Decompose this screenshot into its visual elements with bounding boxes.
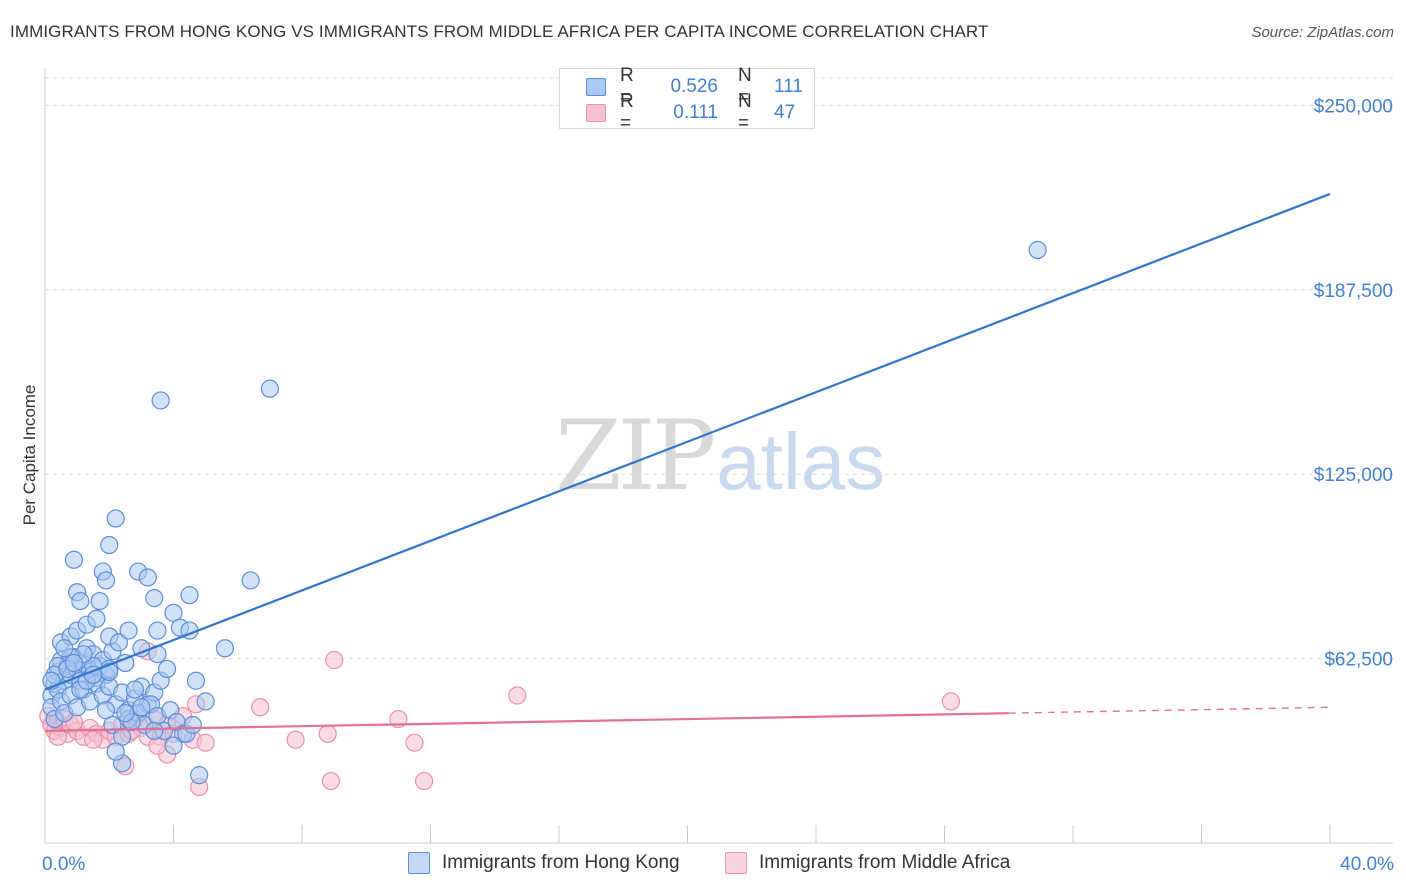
legend-r-value: 0.111 bbox=[673, 102, 718, 123]
hong-kong-point bbox=[186, 671, 206, 690]
middle-africa-point bbox=[196, 733, 215, 752]
hong-kong-point bbox=[164, 736, 183, 755]
hong-kong-point bbox=[148, 621, 167, 640]
legend-r-label: R = bbox=[620, 65, 634, 108]
hong-kong-point bbox=[190, 766, 209, 785]
y-axis-label: Per Capita Income bbox=[20, 384, 39, 526]
series-legend-middle-africa[interactable]: Immigrants from Middle Africa bbox=[725, 852, 1010, 874]
hong-kong-point bbox=[64, 653, 84, 673]
hong-kong-point bbox=[1028, 240, 1047, 260]
middle-africa-point bbox=[48, 727, 67, 746]
series-legend: Immigrants from Hong Kong Immigrants fro… bbox=[0, 852, 1406, 878]
hong-kong-point bbox=[87, 609, 106, 628]
middle-africa-point bbox=[251, 698, 270, 717]
hong-kong-point bbox=[180, 586, 199, 605]
legend-row-hong-kong: R = 0.526 N = 111 bbox=[586, 65, 803, 108]
middle-africa-point bbox=[84, 730, 103, 749]
hong-kong-point bbox=[151, 391, 170, 410]
series-swatch-blue bbox=[408, 852, 430, 874]
legend-n-value: 111 bbox=[774, 76, 803, 97]
hong-kong-point bbox=[71, 591, 90, 611]
hong-kong-point bbox=[145, 721, 164, 740]
middle-africa-point bbox=[325, 650, 344, 670]
series-legend-label: Immigrants from Hong Kong bbox=[442, 852, 680, 873]
hong-kong-point bbox=[100, 535, 119, 555]
middle-africa-point bbox=[414, 771, 434, 791]
hong-kong-point bbox=[125, 680, 145, 699]
middle-africa-point bbox=[318, 724, 337, 743]
middle-africa-point bbox=[405, 733, 424, 752]
middle-africa-trend-line-extension bbox=[1008, 706, 1331, 714]
middle-africa-point bbox=[321, 771, 341, 791]
watermark: ZIPatlas bbox=[555, 400, 885, 512]
legend-n-value: 47 bbox=[774, 102, 796, 123]
hong-kong-point bbox=[119, 621, 138, 640]
legend-n-label: N = bbox=[738, 65, 752, 108]
hong-kong-point bbox=[116, 704, 135, 723]
source-credit: Source: ZipAtlas.com bbox=[1251, 24, 1394, 41]
hong-kong-point bbox=[55, 639, 74, 658]
legend-r-label: R = bbox=[620, 91, 634, 134]
legend-swatch-pink bbox=[586, 104, 606, 122]
series-swatch-pink bbox=[725, 852, 747, 874]
hong-kong-point bbox=[260, 379, 279, 398]
y-tick-label: $125,000 bbox=[1314, 465, 1393, 486]
hong-kong-point bbox=[241, 571, 260, 590]
hong-kong-point bbox=[138, 568, 157, 587]
hong-kong-point bbox=[90, 591, 109, 611]
middle-africa-trend-line bbox=[44, 712, 1009, 732]
watermark-zip: ZIP bbox=[555, 400, 716, 512]
hong-kong-point bbox=[196, 692, 215, 711]
hong-kong-point bbox=[96, 571, 116, 590]
x-tick-label: 0.0% bbox=[42, 854, 85, 875]
hong-kong-point bbox=[109, 633, 128, 652]
hong-kong-point bbox=[106, 742, 125, 761]
correlation-legend: R = 0.526 N = 111 R = 0.111 N = 47 bbox=[559, 65, 815, 134]
hong-kong-point bbox=[106, 509, 125, 528]
series-legend-label: Immigrants from Middle Africa bbox=[759, 852, 1011, 873]
hong-kong-point bbox=[215, 639, 234, 658]
middle-africa-point bbox=[508, 686, 527, 705]
hong-kong-point bbox=[64, 550, 84, 569]
middle-africa-point bbox=[286, 730, 305, 749]
hong-kong-point bbox=[132, 698, 151, 717]
legend-n-label: N = bbox=[738, 91, 752, 134]
x-tick-label: 40.0% bbox=[1340, 854, 1394, 875]
hong-kong-point bbox=[183, 715, 202, 735]
legend-row-middle-africa: R = 0.111 N = 47 bbox=[586, 91, 796, 134]
middle-africa-point bbox=[941, 692, 961, 711]
legend-r-value: 0.526 bbox=[670, 76, 718, 97]
y-tick-label: $62,500 bbox=[1324, 650, 1393, 671]
hong-kong-point bbox=[157, 659, 177, 679]
series-legend-hong-kong[interactable]: Immigrants from Hong Kong bbox=[408, 852, 680, 874]
legend-swatch-blue bbox=[586, 78, 606, 96]
hong-kong-point bbox=[145, 589, 164, 608]
watermark-atlas: atlas bbox=[716, 417, 886, 506]
hong-kong-trend-line bbox=[44, 192, 1331, 691]
y-tick-label: $187,500 bbox=[1314, 281, 1393, 302]
y-tick-label: $250,000 bbox=[1314, 96, 1393, 117]
chart-title: IMMIGRANTS FROM HONG KONG VS IMMIGRANTS … bbox=[10, 22, 989, 41]
